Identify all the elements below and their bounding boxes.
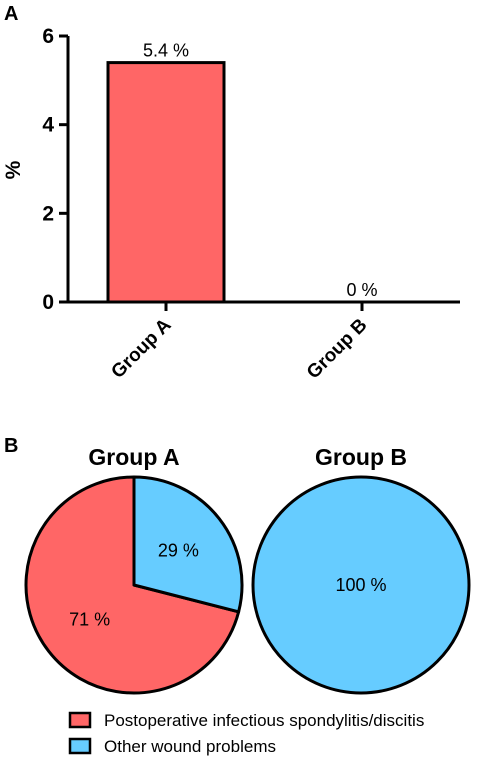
- y-tick-label: 6: [42, 25, 54, 48]
- pie-title-group-b: Group B: [315, 444, 407, 470]
- bar-marks: [106, 61, 226, 304]
- legend-swatch: [68, 737, 92, 755]
- bar-data-label: 5.4 %: [143, 41, 189, 61]
- x-ticks: Group A Group B: [107, 302, 372, 384]
- pie-a-slice-other-wound-problems: [132, 475, 244, 614]
- x-tick-label: Group A: [107, 314, 175, 382]
- bar-group-a: [106, 61, 226, 304]
- pie-title-group-a: Group A: [88, 444, 179, 470]
- y-ticks: 0 2 4 6: [42, 25, 68, 314]
- slice-label: 100 %: [335, 575, 386, 595]
- y-tick-label: 0: [42, 291, 54, 314]
- bar-data-labels: 5.4 % 0 %: [143, 41, 378, 300]
- pie-b-slice-other-wound-problems: [251, 475, 471, 695]
- panel-label-b: B: [4, 435, 18, 457]
- pie-chart-group-a: 71 % 29 %: [24, 475, 244, 695]
- y-tick-label: 2: [42, 202, 54, 225]
- legend: Postoperative infectious spondylitis/dis…: [68, 711, 424, 756]
- legend-swatch: [68, 711, 92, 729]
- y-axis-title: %: [2, 160, 25, 179]
- x-tick-label: Group B: [303, 315, 372, 384]
- panel-label-a: A: [4, 3, 18, 25]
- bar-chart: 0 2 4 6 Group A Group B % 5.4 % 0 %: [2, 25, 460, 383]
- bar-axes: 0 2 4 6 Group A Group B: [42, 25, 460, 383]
- pie-a-slice-postoperative-infectious-spondylitis-discitis: [24, 475, 241, 695]
- slice-label: 71 %: [69, 609, 110, 629]
- bar-data-label: 0 %: [346, 280, 377, 300]
- slice-label: 29 %: [158, 541, 199, 561]
- legend-label: Postoperative infectious spondylitis/dis…: [104, 711, 424, 730]
- legend-label: Other wound problems: [104, 737, 276, 756]
- pie-chart-group-b: 100 %: [251, 475, 471, 695]
- y-tick-label: 4: [42, 114, 54, 137]
